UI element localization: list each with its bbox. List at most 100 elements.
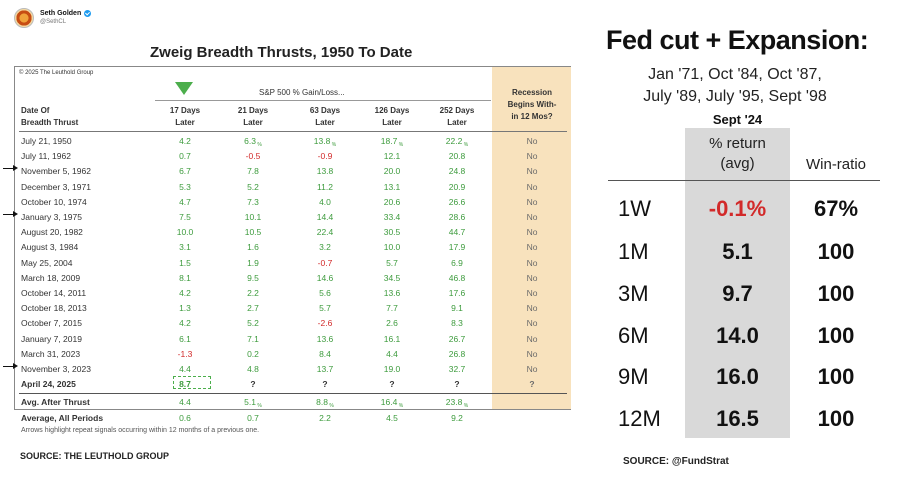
value-cell: 16.1 xyxy=(372,334,412,344)
date-cell: July 11, 1962 xyxy=(21,151,71,162)
period-label: 1M xyxy=(618,239,649,264)
percent-sign: % xyxy=(462,403,469,410)
value-text: 17.9 xyxy=(448,242,466,253)
recession-cell: No xyxy=(526,303,538,314)
value-cell: 5.7 xyxy=(305,303,345,313)
right-arrow-icon xyxy=(3,165,18,172)
win-ratio-header: Win-ratio xyxy=(805,156,866,173)
value-text: 4.2 xyxy=(179,288,191,298)
value-text: 4.0 xyxy=(319,196,331,207)
value-cell: 8.7 xyxy=(165,379,205,389)
value-text: 8.3 xyxy=(451,318,463,329)
value-cell: 8.8 % xyxy=(305,397,345,409)
value-cell: 6.7 xyxy=(165,166,205,176)
win-ratio-value: 100 xyxy=(817,239,855,264)
percent-sign: % xyxy=(255,403,262,410)
value-text: 33.4 xyxy=(383,212,401,222)
value-text: 32.7 xyxy=(448,364,466,374)
value-cell: ? xyxy=(437,379,477,389)
value-text: 5.1 xyxy=(244,397,256,408)
avg-return-value: 16.5 xyxy=(716,406,759,431)
tweet-author[interactable]: Seth Golden xyxy=(40,9,92,18)
value-cell: 0.2 xyxy=(233,349,273,359)
value-cell: 1.5 xyxy=(165,258,205,268)
recession-cell: No xyxy=(526,318,538,329)
col-252-days-header: 252 Days Later xyxy=(433,105,481,129)
value-cell: 10.5 xyxy=(233,227,273,237)
value-text: -2.6 xyxy=(317,318,333,329)
return-row: 3M 9.7 100 xyxy=(608,281,880,311)
value-text: 8.8 xyxy=(316,397,328,408)
table-footnote: Arrows highlight repeat signals occurrin… xyxy=(21,427,260,434)
value-cell: -0.5 xyxy=(233,151,273,161)
date-cell: May 25, 2004 xyxy=(21,257,73,268)
value-text: 11.2 xyxy=(317,181,333,192)
tweet-handle[interactable]: @SethCL xyxy=(40,19,67,25)
value-text: 46.8 xyxy=(448,272,466,283)
recession-cell: No xyxy=(526,257,538,268)
value-text: 4.4 xyxy=(179,364,191,374)
value-text: -1.3 xyxy=(177,348,193,359)
date-cell: January 7, 2019 xyxy=(21,333,82,344)
value-cell: 4.5 xyxy=(372,413,412,423)
col-21-days-header: 21 Days Later xyxy=(229,105,277,129)
tweet-author-name[interactable]: Seth Golden xyxy=(40,10,82,17)
value-cell: 10.1 xyxy=(233,212,273,222)
date-cell: Avg. After Thrust xyxy=(21,397,90,408)
value-cell: 20.8 xyxy=(437,151,477,161)
value-cell: 23.8 % xyxy=(437,397,477,410)
recession-cell: No xyxy=(526,333,538,344)
recession-cell: No xyxy=(526,196,538,207)
avg-return-value: -0.1% xyxy=(708,196,767,221)
value-cell: 18.7 % xyxy=(372,136,412,148)
value-cell: 5.7 xyxy=(372,258,412,268)
avg-return-value: 16.0 xyxy=(716,364,759,389)
value-cell: 4.8 xyxy=(233,364,273,374)
value-cell: 0.7 xyxy=(165,151,205,161)
summary-row: Average, All Periods 0.6 0.7 2.2 4.5 9.2 xyxy=(15,411,571,426)
copyright-text: © 2025 The Leuthold Group xyxy=(19,70,94,76)
value-cell: 4.4 xyxy=(165,397,205,407)
header-line: % return xyxy=(709,135,766,152)
period-label: 12M xyxy=(618,406,661,431)
value-text: 4.4 xyxy=(179,397,191,408)
value-text: 2.2 xyxy=(319,412,331,423)
return-header: % return (avg) xyxy=(685,134,790,174)
value-cell: 13.7 xyxy=(305,364,345,374)
avg-return-value: 14.0 xyxy=(716,323,759,348)
header-line: Later xyxy=(447,118,467,127)
value-cell: 44.7 xyxy=(437,227,477,237)
table-row: November 3, 2023 4.4 4.8 13.7 19.0 32.7 No xyxy=(3,362,571,377)
value-cell: ? xyxy=(233,379,273,389)
value-text: 14.6 xyxy=(316,272,334,283)
table-row: July 21, 1950 4.2 6.3 % 13.8 % 18.7 % 22.2 % N… xyxy=(15,134,571,149)
value-cell: 13.1 xyxy=(372,182,412,192)
value-text: 17.6 xyxy=(448,288,466,298)
value-text: ? xyxy=(322,379,328,390)
value-text: 0.7 xyxy=(247,412,259,423)
table-row: May 25, 2004 1.5 1.9 -0.7 5.7 6.9 No xyxy=(15,256,571,271)
value-text: 34.5 xyxy=(383,272,401,283)
header-line: Breadth Thrust xyxy=(21,118,79,127)
fed-cut-dates: Jan '71, Oct '84, Oct '87, July '89, Jul… xyxy=(612,64,858,108)
value-text: 10.0 xyxy=(176,227,194,238)
value-text: 8.1 xyxy=(179,272,191,283)
value-cell: 1.6 xyxy=(233,242,273,252)
value-cell: 13.6 xyxy=(372,288,412,298)
recession-cell: ? xyxy=(529,379,535,390)
date-cell: November 5, 1962 xyxy=(21,166,91,177)
date-cell: January 3, 1975 xyxy=(21,212,82,222)
value-text: 5.7 xyxy=(386,257,398,268)
value-text: 2.7 xyxy=(247,303,259,314)
value-text: 28.6 xyxy=(448,212,466,222)
fed-cut-title: Fed cut + Expansion: xyxy=(606,25,869,55)
value-text: 13.8 xyxy=(316,166,334,177)
summary-row: Avg. After Thrust 4.4 5.1 % 8.8 % 16.4 % 23.8… xyxy=(15,395,571,410)
value-text: 14.4 xyxy=(316,212,334,222)
value-cell: 6.1 xyxy=(165,334,205,344)
win-ratio-value: 100 xyxy=(817,364,855,389)
avatar[interactable] xyxy=(14,8,34,28)
value-cell: 24.8 xyxy=(437,166,477,176)
value-cell: 9.1 xyxy=(437,303,477,313)
value-text: 10.5 xyxy=(244,227,262,238)
